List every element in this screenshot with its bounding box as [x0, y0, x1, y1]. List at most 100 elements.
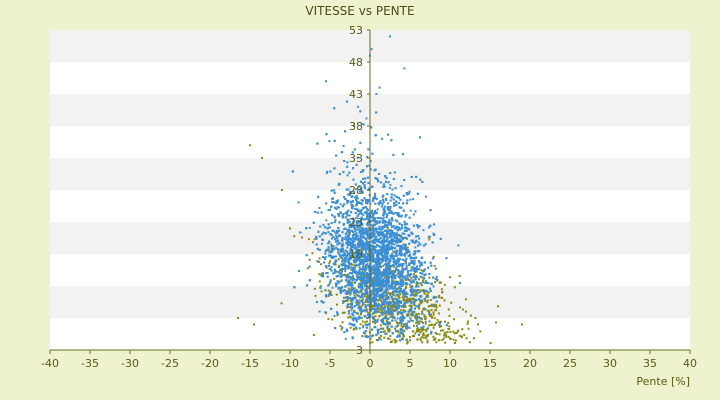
data-point — [417, 282, 420, 285]
data-point — [395, 195, 398, 198]
data-point — [433, 264, 436, 267]
data-point — [378, 257, 381, 260]
data-point — [463, 333, 466, 336]
data-point — [432, 326, 435, 329]
data-point — [433, 317, 436, 320]
data-point — [433, 303, 436, 306]
data-point — [358, 224, 361, 227]
data-point — [378, 240, 381, 243]
data-point — [376, 298, 379, 301]
data-point — [448, 328, 451, 331]
data-point — [392, 153, 395, 156]
data-point — [387, 307, 390, 310]
data-point — [403, 303, 406, 306]
data-point — [408, 298, 411, 301]
data-point — [393, 286, 396, 289]
data-point — [365, 252, 368, 255]
data-point — [393, 235, 396, 238]
data-point — [365, 296, 368, 299]
data-point — [327, 318, 330, 321]
data-point — [352, 190, 355, 193]
data-point — [346, 174, 349, 177]
data-point — [452, 318, 455, 321]
data-point — [367, 311, 370, 314]
data-point — [421, 310, 424, 313]
data-point — [355, 301, 358, 304]
data-point — [416, 320, 419, 323]
data-point — [424, 317, 427, 320]
data-point — [372, 277, 375, 280]
data-point — [394, 341, 397, 344]
data-point — [325, 266, 328, 269]
data-point — [394, 187, 397, 190]
data-point — [346, 230, 349, 233]
data-point — [376, 208, 379, 211]
data-point — [342, 274, 345, 277]
data-point — [368, 303, 371, 306]
data-point — [383, 312, 386, 315]
data-point — [352, 222, 355, 225]
data-point — [347, 188, 350, 191]
data-point — [434, 267, 437, 270]
data-point — [378, 314, 381, 317]
data-point — [355, 225, 358, 228]
data-point — [237, 317, 239, 319]
data-point — [370, 259, 373, 262]
data-point — [345, 199, 348, 202]
data-point — [382, 216, 385, 219]
data-point — [368, 265, 371, 268]
data-point — [381, 327, 384, 330]
data-point — [351, 299, 354, 302]
data-point — [434, 331, 437, 334]
data-point — [421, 320, 424, 323]
data-point — [425, 328, 428, 331]
data-point — [437, 296, 440, 299]
data-point — [322, 275, 325, 278]
data-point — [419, 295, 422, 298]
data-point — [378, 238, 381, 241]
data-point — [412, 273, 415, 276]
data-point — [359, 316, 362, 319]
data-point — [363, 261, 366, 264]
data-point — [381, 260, 384, 263]
data-point — [373, 264, 376, 267]
data-point — [362, 213, 365, 216]
data-point — [355, 203, 358, 206]
data-point — [360, 278, 363, 281]
data-point — [346, 243, 349, 246]
data-point — [363, 256, 366, 259]
data-point — [358, 299, 361, 302]
data-point — [418, 322, 421, 325]
data-point — [324, 252, 327, 255]
data-point — [409, 294, 412, 297]
data-point — [380, 245, 383, 248]
data-point — [393, 171, 396, 174]
data-point — [384, 198, 387, 201]
data-point — [405, 264, 408, 267]
data-point — [402, 335, 405, 338]
data-point — [376, 308, 379, 311]
data-point — [346, 306, 349, 309]
data-point — [399, 228, 402, 231]
data-point — [423, 314, 426, 317]
data-point — [393, 285, 396, 288]
data-point — [521, 323, 523, 326]
data-point — [293, 235, 296, 238]
data-point — [330, 269, 333, 272]
data-point — [369, 303, 372, 306]
data-point — [411, 286, 414, 289]
data-point — [367, 304, 370, 307]
data-point — [387, 202, 390, 205]
data-point — [386, 317, 389, 320]
data-point — [400, 287, 403, 290]
data-point — [396, 269, 399, 272]
data-point — [334, 283, 337, 286]
data-point — [426, 339, 429, 342]
data-point — [341, 242, 344, 245]
data-point — [390, 226, 393, 229]
data-point — [397, 324, 400, 327]
data-point — [357, 234, 360, 237]
data-point — [428, 320, 431, 323]
data-point — [359, 226, 362, 229]
data-point — [427, 305, 430, 308]
